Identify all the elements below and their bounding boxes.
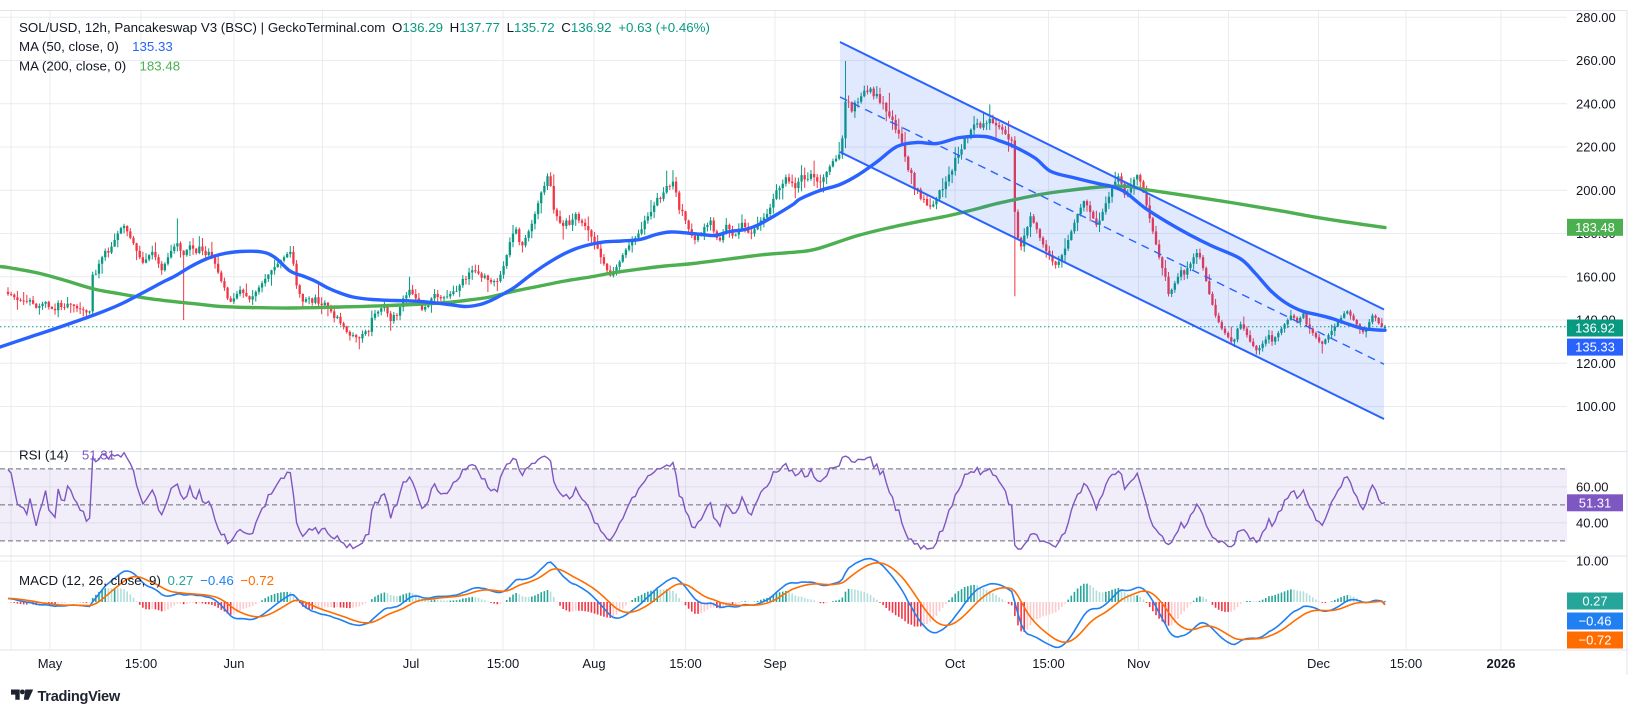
svg-text:40.00: 40.00	[1576, 515, 1609, 530]
svg-text:15:00: 15:00	[1032, 656, 1065, 671]
svg-text:Dec: Dec	[1307, 656, 1331, 671]
svg-text:240.00: 240.00	[1576, 96, 1616, 111]
svg-text:15:00: 15:00	[669, 656, 702, 671]
svg-text:51.31: 51.31	[1579, 495, 1612, 510]
svg-text:Oct: Oct	[945, 656, 966, 671]
svg-text:183.48: 183.48	[1575, 220, 1615, 235]
svg-text:TradingView: TradingView	[38, 689, 121, 705]
svg-text:RSI (14) 51.31: RSI (14) 51.31	[19, 448, 115, 463]
svg-text:100.00: 100.00	[1576, 399, 1616, 414]
svg-text:MA (50, close, 0) 135.33: MA (50, close, 0) 135.33	[19, 39, 173, 54]
svg-text:200.00: 200.00	[1576, 183, 1616, 198]
svg-text:15:00: 15:00	[125, 656, 158, 671]
svg-text:SOL/USD, 12h, Pancakeswap V3 (: SOL/USD, 12h, Pancakeswap V3 (BSC) | Gec…	[19, 20, 710, 35]
svg-text:15:00: 15:00	[487, 656, 520, 671]
svg-text:0.27: 0.27	[1582, 594, 1607, 609]
svg-text:120.00: 120.00	[1576, 356, 1616, 371]
svg-text:135.33: 135.33	[1575, 340, 1615, 355]
svg-text:MACD (12, 26, close, 9) 0.27 −: MACD (12, 26, close, 9) 0.27 −0.46 −0.72	[19, 573, 274, 588]
svg-text:−0.46: −0.46	[1579, 614, 1612, 629]
svg-text:Jun: Jun	[224, 656, 245, 671]
svg-text:220.00: 220.00	[1576, 140, 1616, 155]
svg-text:Sep: Sep	[763, 656, 786, 671]
svg-text:−0.72: −0.72	[1579, 633, 1612, 648]
svg-text:60.00: 60.00	[1576, 479, 1609, 494]
svg-text:2026: 2026	[1487, 656, 1516, 671]
svg-text:15:00: 15:00	[1390, 656, 1423, 671]
svg-text:136.92: 136.92	[1575, 321, 1615, 336]
svg-text:MA (200, close, 0) 183.48: MA (200, close, 0) 183.48	[19, 59, 180, 74]
svg-text:280.00: 280.00	[1576, 10, 1616, 25]
svg-text:10.00: 10.00	[1576, 554, 1609, 569]
svg-text:160.00: 160.00	[1576, 269, 1616, 284]
svg-text:260.00: 260.00	[1576, 53, 1616, 68]
svg-text:Jul: Jul	[403, 656, 420, 671]
svg-text:Nov: Nov	[1127, 656, 1151, 671]
svg-text:Aug: Aug	[582, 656, 605, 671]
svg-text:May: May	[38, 656, 63, 671]
